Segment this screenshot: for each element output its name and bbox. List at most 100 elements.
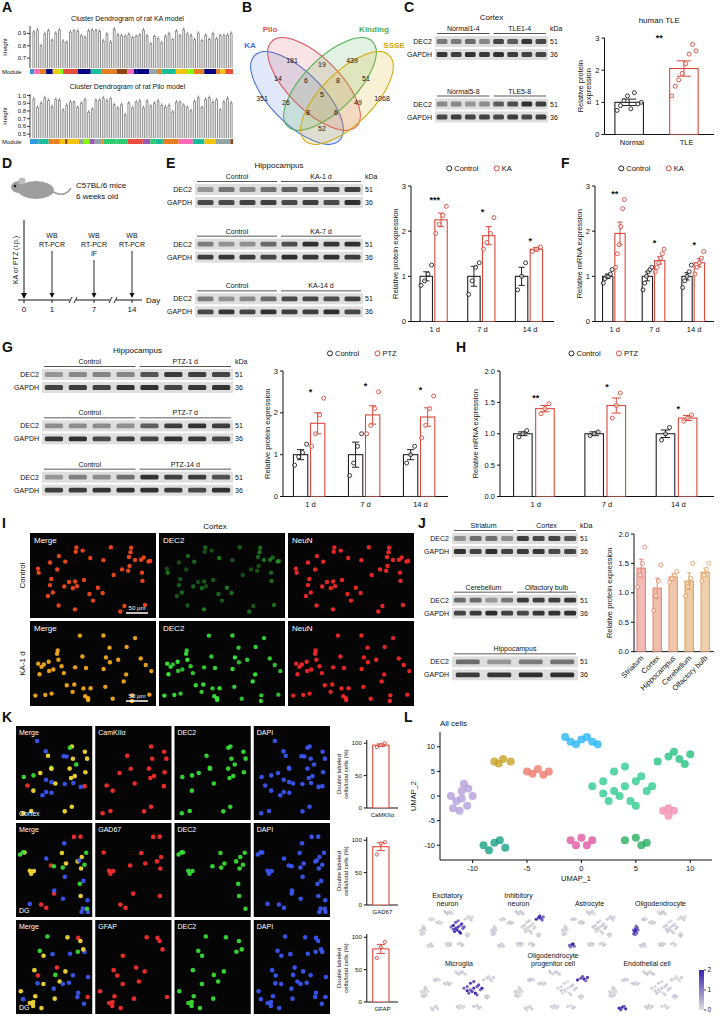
cell	[397, 558, 401, 562]
data-point	[695, 265, 699, 269]
cell	[78, 939, 83, 944]
data-point	[702, 249, 706, 253]
data-point	[652, 608, 656, 612]
cell	[262, 558, 266, 562]
cell	[155, 859, 160, 864]
axis-title: Double labeledcells/total cells (%)	[336, 943, 349, 993]
error-bar	[297, 450, 304, 460]
data-point	[693, 272, 697, 276]
panel-letter: I	[2, 515, 6, 531]
blot-band	[519, 672, 543, 677]
cell	[172, 693, 176, 697]
cell	[282, 906, 287, 911]
blot-band	[69, 372, 87, 377]
cell	[101, 558, 105, 562]
tick-label: 0.0	[619, 647, 629, 656]
protein-label: DEC2	[413, 101, 432, 108]
data-point	[616, 792, 624, 800]
data-point	[648, 782, 656, 790]
cell	[88, 556, 92, 560]
module-strip	[49, 139, 54, 144]
tick-label: 3	[274, 367, 278, 376]
blot-band	[451, 52, 462, 57]
cell	[275, 949, 280, 954]
tick	[364, 905, 367, 906]
blot-band	[240, 242, 256, 247]
data-point	[644, 274, 648, 278]
data-point	[419, 283, 423, 287]
cell	[220, 598, 224, 602]
cell	[253, 672, 257, 676]
data-point	[524, 261, 528, 265]
plot-marks	[293, 390, 436, 497]
data-point	[432, 394, 436, 398]
blot-band	[507, 102, 518, 107]
blot-band	[470, 611, 482, 616]
panel-letter: A	[2, 0, 12, 15]
blot-band	[45, 423, 63, 428]
micrograph	[95, 726, 171, 820]
cell	[122, 604, 126, 608]
category-label: 1 d	[530, 500, 540, 509]
blot-band	[303, 255, 319, 260]
feature-point	[444, 982, 447, 985]
feature-point	[472, 987, 475, 990]
blot-band	[116, 436, 134, 441]
cell	[25, 783, 30, 788]
tick	[592, 231, 595, 232]
cell	[387, 546, 391, 550]
panel-letter: G	[2, 339, 13, 355]
x-axis	[440, 860, 712, 861]
cell	[359, 667, 363, 671]
cell	[101, 633, 105, 637]
tick	[280, 454, 283, 455]
region-count: 6	[304, 77, 308, 84]
cell	[202, 665, 206, 669]
data-point	[373, 407, 377, 411]
feature-point	[590, 910, 593, 913]
cell	[321, 770, 326, 775]
tick	[592, 321, 595, 322]
cell	[339, 686, 343, 690]
cell	[332, 550, 336, 554]
feature-point	[645, 973, 648, 976]
cell	[374, 658, 378, 662]
cell	[137, 979, 142, 984]
cell	[158, 866, 163, 871]
cell	[104, 655, 108, 659]
blot-membrane	[195, 197, 363, 208]
dendrogram	[33, 27, 232, 68]
bar	[514, 434, 533, 497]
cell	[118, 902, 123, 907]
tick	[364, 840, 367, 841]
cell	[295, 672, 299, 676]
cell	[320, 784, 325, 789]
cell	[60, 982, 65, 987]
error-bar	[661, 430, 670, 438]
feature-point	[571, 942, 574, 945]
cell	[226, 766, 231, 771]
cell	[178, 691, 182, 695]
tick-label: 3	[595, 34, 599, 43]
cell	[144, 935, 149, 940]
blot-band	[93, 423, 111, 428]
module-strip	[34, 69, 39, 74]
blot-band	[219, 187, 235, 192]
blot-band	[240, 200, 256, 205]
feature-point	[541, 918, 544, 921]
module-label: Module	[2, 69, 22, 75]
feature-point	[555, 970, 558, 973]
cell	[77, 882, 82, 887]
blot-band	[550, 659, 574, 664]
module-strip	[63, 69, 78, 74]
protein-label: GAPDH	[167, 254, 192, 261]
feature-point	[551, 1006, 554, 1009]
blot-membrane	[195, 252, 363, 263]
cell	[39, 902, 44, 907]
cell	[307, 577, 311, 581]
blot-band	[501, 611, 513, 616]
row-label: KA-1 d	[18, 651, 27, 675]
cell	[407, 669, 411, 673]
feature-title: Microglia	[445, 960, 473, 968]
cell	[62, 584, 66, 588]
